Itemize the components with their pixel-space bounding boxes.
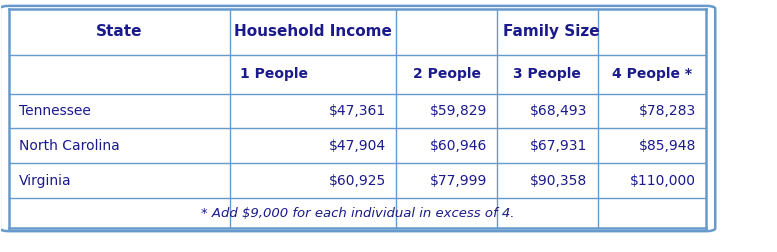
Text: $68,493: $68,493 (530, 104, 587, 118)
Text: $90,358: $90,358 (530, 174, 587, 188)
Text: State: State (96, 24, 143, 39)
Text: North Carolina: North Carolina (19, 139, 120, 153)
Text: $77,999: $77,999 (430, 174, 487, 188)
Text: $85,948: $85,948 (639, 139, 696, 153)
Text: $47,361: $47,361 (329, 104, 386, 118)
Text: 3 People: 3 People (514, 67, 581, 81)
Text: * Add $9,000 for each individual in excess of 4.: * Add $9,000 for each individual in exce… (200, 207, 514, 220)
Text: $60,946: $60,946 (430, 139, 487, 153)
Text: Tennessee: Tennessee (19, 104, 91, 118)
Text: $59,829: $59,829 (430, 104, 487, 118)
Text: 2 People: 2 People (413, 67, 480, 81)
Text: $60,925: $60,925 (329, 174, 386, 188)
FancyBboxPatch shape (0, 6, 715, 231)
Text: $78,283: $78,283 (639, 104, 696, 118)
Text: $47,904: $47,904 (329, 139, 386, 153)
Text: Virginia: Virginia (19, 174, 71, 188)
Text: 4 People *: 4 People * (611, 67, 692, 81)
Text: $67,931: $67,931 (530, 139, 587, 153)
Text: Household Income: Household Income (234, 24, 392, 39)
Text: Family Size: Family Size (503, 24, 599, 39)
Text: $110,000: $110,000 (630, 174, 696, 188)
Text: 1 People: 1 People (240, 67, 308, 81)
